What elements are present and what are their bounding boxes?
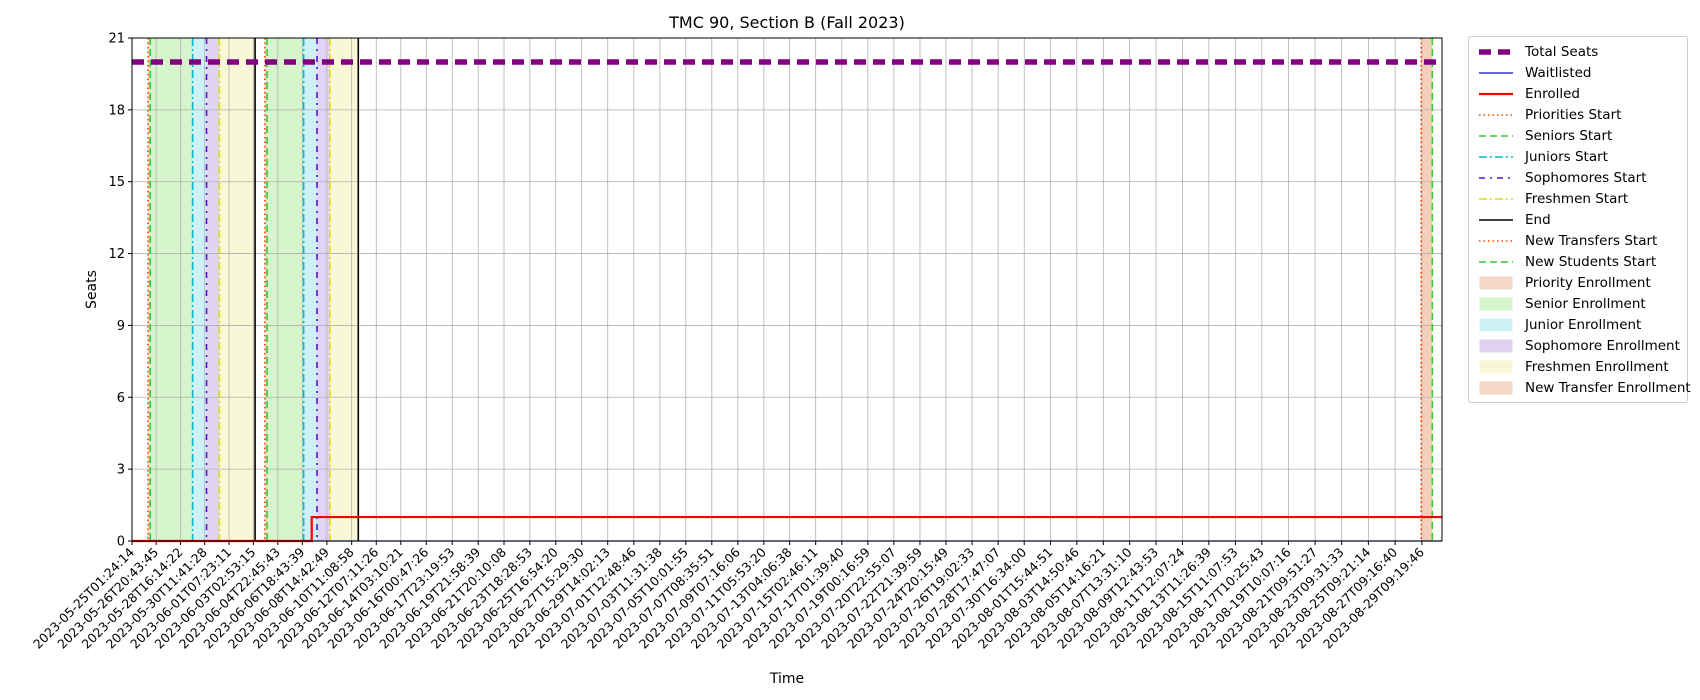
legend-label: Sophomores Start (1525, 169, 1647, 186)
senior-enrollment-span (150, 38, 193, 541)
y-axis-label: Seats (84, 270, 100, 309)
legend-item: Seniors Start (1469, 125, 1687, 146)
legend-label: End (1525, 211, 1551, 228)
legend-label: Junior Enrollment (1525, 316, 1642, 333)
legend-label: Priorities Start (1525, 106, 1622, 123)
y-tick-label: 21 (108, 32, 125, 47)
total-seats-swatch (1477, 45, 1515, 59)
sophomore-enrollment-swatch (1477, 339, 1515, 353)
freshmen-enrollment-span (329, 38, 359, 541)
legend-item: Freshmen Enrollment (1469, 356, 1687, 377)
x-axis-label: Time (769, 671, 804, 687)
chart-title: TMC 90, Section B (Fall 2023) (668, 13, 905, 32)
priority-enrollment-span (264, 38, 268, 541)
legend-item: Enrolled (1469, 83, 1687, 104)
legend-label: Enrolled (1525, 85, 1580, 102)
senior-enrollment-swatch (1477, 297, 1515, 311)
sophomore-enrollment-span (206, 38, 220, 541)
junior-enrollment-swatch (1477, 318, 1515, 332)
juniors-start-swatch (1477, 150, 1515, 164)
new-transfer-enrollment-swatch (1477, 381, 1515, 395)
y-tick-label: 0 (117, 535, 125, 550)
junior-enrollment-span (192, 38, 207, 541)
priority-enrollment-span (147, 38, 151, 541)
legend-label: Priority Enrollment (1525, 274, 1651, 291)
plot-frame (131, 37, 1443, 542)
new-students-start-swatch (1477, 255, 1515, 269)
y-tick-label: 9 (117, 319, 125, 334)
freshmen-enrollment-span (219, 38, 256, 541)
y-tick-label: 15 (108, 175, 125, 190)
legend-item: Sophomores Start (1469, 167, 1687, 188)
chart-legend: Total Seats Waitlisted Enrolled Priorities … (1468, 36, 1691, 403)
legend-label: Juniors Start (1525, 148, 1608, 165)
waitlisted-swatch (1477, 66, 1515, 80)
legend-item: Sophomore Enrollment (1469, 335, 1687, 356)
sophomores-start-swatch (1477, 171, 1515, 185)
y-tick-label: 3 (117, 463, 125, 478)
legend-item: Freshmen Start (1469, 188, 1687, 209)
legend-item: Priority Enrollment (1469, 272, 1687, 293)
legend-label: New Transfers Start (1525, 232, 1658, 249)
freshmen-enrollment-swatch (1477, 360, 1515, 374)
end-swatch (1477, 213, 1515, 227)
legend-label: Waitlisted (1525, 64, 1592, 81)
junior-enrollment-span (303, 38, 318, 541)
legend-label: New Students Start (1525, 253, 1657, 270)
priority-enrollment-swatch (1477, 276, 1515, 290)
freshmen-start-swatch (1477, 192, 1515, 206)
legend-label: Seniors Start (1525, 127, 1613, 144)
legend-item: Priorities Start (1469, 104, 1687, 125)
y-tick-label: 12 (108, 247, 125, 262)
legend-label: Freshmen Start (1525, 190, 1629, 207)
new-transfers-start-swatch (1477, 234, 1515, 248)
new-transfer-enrollment-span (1421, 38, 1433, 541)
legend-label: Senior Enrollment (1525, 295, 1646, 312)
y-tick-label: 18 (108, 103, 125, 118)
legend-item: New Transfers Start (1469, 230, 1687, 251)
legend-item: Total Seats (1469, 41, 1687, 62)
sophomore-enrollment-span (317, 38, 330, 541)
legend-item: New Students Start (1469, 251, 1687, 272)
seniors-start-swatch (1477, 129, 1515, 143)
legend-label: Freshmen Enrollment (1525, 358, 1669, 375)
senior-enrollment-span (267, 38, 304, 541)
enrollment-chart: 0369121518212023-05-25T01:24:142023-05-2… (30, 13, 1443, 687)
legend-item: End (1469, 209, 1687, 230)
legend-item: Waitlisted (1469, 62, 1687, 83)
legend-item: Junior Enrollment (1469, 314, 1687, 335)
enrolled-swatch (1477, 87, 1515, 101)
legend-label: Total Seats (1525, 43, 1599, 60)
legend-item: New Transfer Enrollment (1469, 377, 1691, 398)
legend-item: Juniors Start (1469, 146, 1687, 167)
legend-label: Sophomore Enrollment (1525, 337, 1680, 354)
legend-item: Senior Enrollment (1469, 293, 1687, 314)
y-tick-label: 6 (117, 391, 125, 406)
priorities-start-swatch (1477, 108, 1515, 122)
legend-label: New Transfer Enrollment (1525, 379, 1691, 396)
